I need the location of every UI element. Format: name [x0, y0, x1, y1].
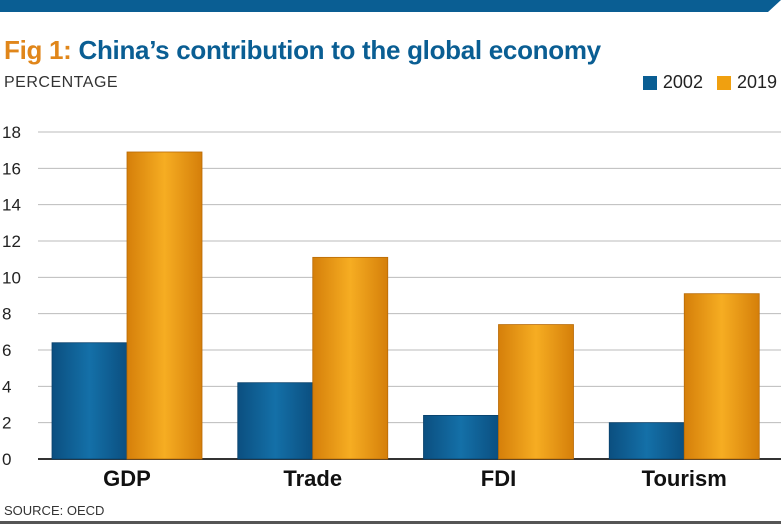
bars — [51, 151, 760, 460]
y-tick-label: 0 — [2, 450, 11, 469]
legend: 2002 2019 — [629, 72, 777, 93]
bar-trade-2019 — [312, 256, 389, 460]
bar-gdp-2002 — [51, 342, 128, 460]
legend-swatch-2002 — [642, 75, 657, 90]
bottom-divider — [0, 521, 781, 524]
y-axis-unit-label: PERCENTAGE — [4, 74, 119, 91]
x-axis-labels: GDP Trade FDI Tourism — [103, 466, 727, 491]
bar-fdi-2019 — [498, 324, 574, 460]
source-note: SOURCE: OECD — [4, 503, 105, 518]
y-tick-label: 4 — [2, 377, 11, 396]
chart-title: Fig 1: China’s contribution to the globa… — [4, 35, 601, 66]
y-tick-label: 2 — [2, 414, 11, 433]
y-tick-label: 14 — [2, 196, 21, 215]
legend-swatch-2019 — [716, 75, 731, 90]
x-category-label: GDP — [103, 466, 151, 491]
y-tick-label: 16 — [2, 159, 21, 178]
y-tick-label: 12 — [2, 232, 21, 251]
bar-tourism-2002 — [608, 422, 685, 460]
top-color-band — [0, 0, 781, 12]
legend-label-2002: 2002 — [662, 72, 703, 92]
title-text: China’s contribution to the global econo… — [78, 35, 601, 65]
y-tick-label: 6 — [2, 341, 11, 360]
y-tick-label: 18 — [2, 123, 21, 142]
y-axis-ticks: 0 2 4 6 8 10 12 14 16 18 — [2, 123, 21, 469]
y-tick-label: 8 — [2, 305, 11, 324]
legend-item-2019: 2019 — [716, 72, 777, 93]
x-category-label: Tourism — [642, 466, 727, 491]
legend-label-2019: 2019 — [736, 72, 777, 92]
figure-number: Fig 1: — [4, 35, 72, 65]
bar-fdi-2002 — [423, 414, 499, 460]
legend-item-2002: 2002 — [642, 72, 703, 93]
y-tick-label: 10 — [2, 268, 21, 287]
x-category-label: FDI — [481, 466, 516, 491]
bar-trade-2002 — [237, 382, 314, 460]
bar-tourism-2019 — [683, 293, 760, 460]
bar-gdp-2019 — [126, 151, 203, 460]
x-category-label: Trade — [283, 466, 342, 491]
